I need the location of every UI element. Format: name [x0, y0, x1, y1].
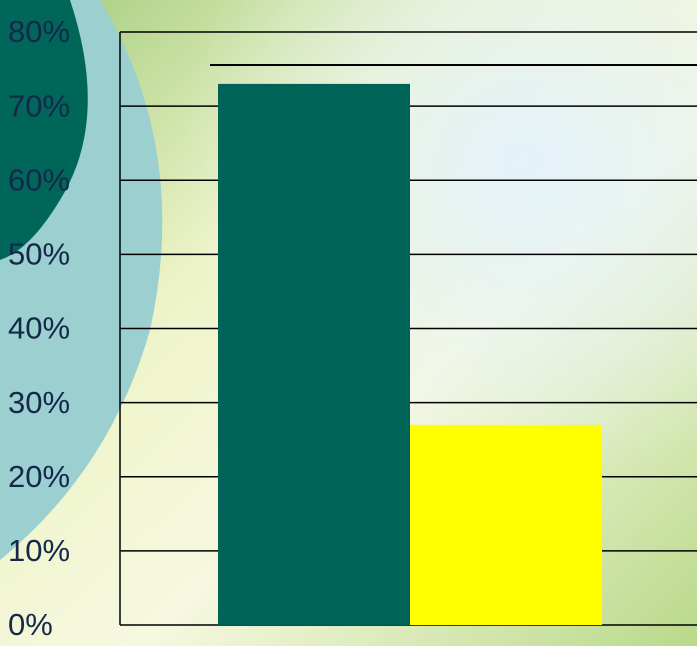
y-tick-label: 0%: [8, 607, 53, 642]
y-tick-label: 70%: [8, 88, 70, 123]
chart: 0% 10% 20% 30% 40% 50% 60% 70% 80%: [0, 0, 697, 646]
bar: [410, 425, 602, 625]
y-tick-label: 30%: [8, 385, 70, 420]
y-tick-label: 10%: [8, 533, 70, 568]
y-tick-label: 50%: [8, 237, 70, 272]
y-tick-label: 80%: [8, 14, 70, 49]
y-tick-label: 60%: [8, 162, 70, 197]
bar: [218, 84, 410, 625]
y-tick-label: 40%: [8, 311, 70, 346]
y-tick-label: 20%: [8, 459, 70, 494]
